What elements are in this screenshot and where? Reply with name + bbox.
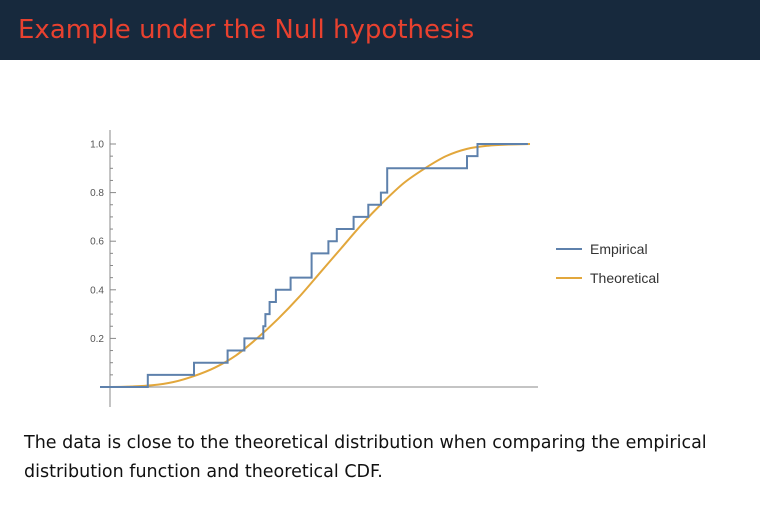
slide-caption: The data is close to the theoretical dis…	[24, 433, 707, 482]
chart-legend: Empirical Theoretical	[556, 241, 659, 286]
y-ticks: 0.2 0.4 0.6 0.8 1.0	[90, 140, 116, 388]
y-tick-label: 0.6	[90, 237, 104, 248]
legend-label-theoretical: Theoretical	[590, 270, 659, 286]
y-tick-label: 0.4	[90, 285, 104, 296]
slide-title: Example under the Null hypothesis	[18, 15, 475, 45]
legend-label-empirical: Empirical	[590, 241, 648, 257]
y-tick-label: 0.2	[90, 334, 104, 345]
plot-area	[99, 143, 531, 389]
y-tick-label: 1.0	[90, 140, 104, 151]
y-tick-label: 0.8	[90, 188, 104, 199]
theoretical-curve	[99, 143, 531, 389]
cdf-chart: 0.2 0.4 0.6 0.8 1.0 Empirical Theoretical	[90, 130, 659, 407]
empirical-step-line	[100, 143, 528, 388]
chart-axes	[100, 130, 538, 407]
slide-header: Example under the Null hypothesis	[0, 0, 760, 60]
